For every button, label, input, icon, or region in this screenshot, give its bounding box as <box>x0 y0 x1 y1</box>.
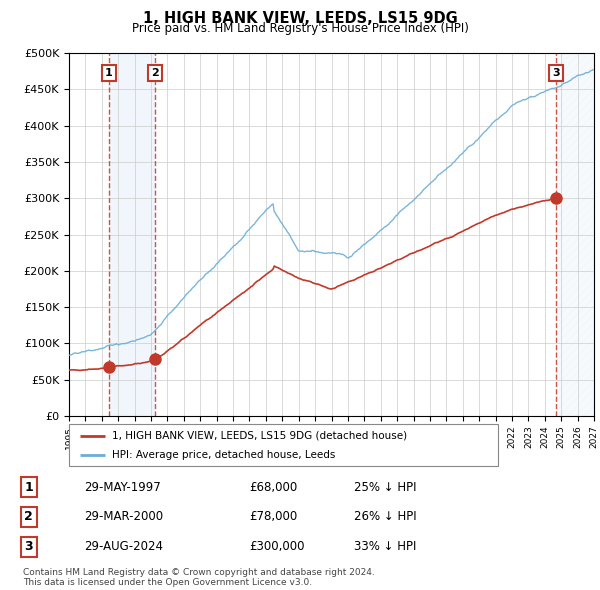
Text: HPI: Average price, detached house, Leeds: HPI: Average price, detached house, Leed… <box>112 450 335 460</box>
FancyBboxPatch shape <box>69 424 498 466</box>
Text: 29-MAY-1997: 29-MAY-1997 <box>84 480 161 493</box>
Text: 29-AUG-2024: 29-AUG-2024 <box>84 540 163 553</box>
Text: £68,000: £68,000 <box>249 480 297 493</box>
Text: 3: 3 <box>25 540 33 553</box>
Text: 33% ↓ HPI: 33% ↓ HPI <box>354 540 416 553</box>
Bar <box>556 53 594 416</box>
Bar <box>556 53 594 416</box>
Text: 29-MAR-2000: 29-MAR-2000 <box>84 510 163 523</box>
Text: 26% ↓ HPI: 26% ↓ HPI <box>354 510 416 523</box>
Bar <box>109 53 155 416</box>
Text: 1: 1 <box>105 68 113 78</box>
Text: £78,000: £78,000 <box>249 510 297 523</box>
Text: 1, HIGH BANK VIEW, LEEDS, LS15 9DG (detached house): 1, HIGH BANK VIEW, LEEDS, LS15 9DG (deta… <box>112 431 407 441</box>
Text: 1: 1 <box>25 480 33 493</box>
Text: Contains HM Land Registry data © Crown copyright and database right 2024.
This d: Contains HM Land Registry data © Crown c… <box>23 568 374 587</box>
Bar <box>556 53 594 416</box>
Text: 2: 2 <box>25 510 33 523</box>
Text: 25% ↓ HPI: 25% ↓ HPI <box>354 480 416 493</box>
Text: 1, HIGH BANK VIEW, LEEDS, LS15 9DG: 1, HIGH BANK VIEW, LEEDS, LS15 9DG <box>143 11 457 25</box>
Text: 3: 3 <box>552 68 560 78</box>
Text: £300,000: £300,000 <box>249 540 305 553</box>
Text: Price paid vs. HM Land Registry's House Price Index (HPI): Price paid vs. HM Land Registry's House … <box>131 22 469 35</box>
Text: 2: 2 <box>151 68 159 78</box>
